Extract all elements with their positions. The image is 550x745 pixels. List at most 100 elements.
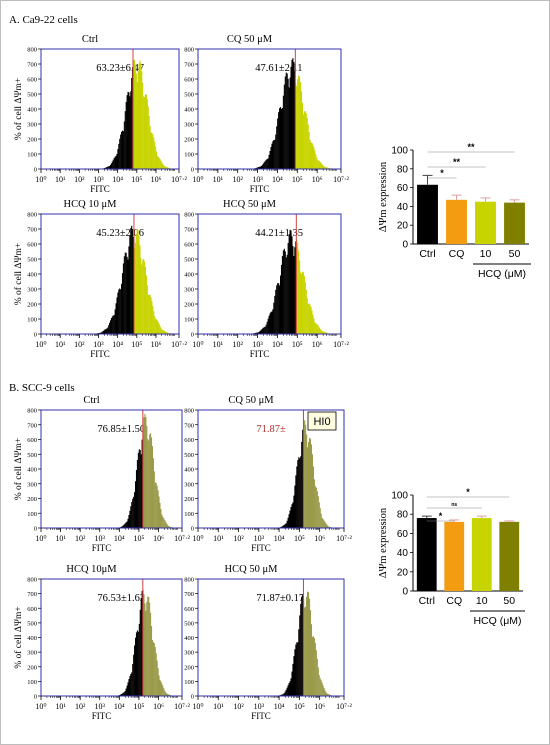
histogram-bar [269,150,271,169]
bar [471,518,492,591]
y-tick-label: 400 [27,107,37,114]
histogram-bar [123,692,125,696]
histogram-bar [300,273,303,334]
hist-title: HCQ 50 μM [225,564,279,575]
y-tick-label: 800 [184,577,194,584]
hist-title: Ctrl [82,34,98,45]
histogram-bar [139,245,141,334]
histogram-bar [126,521,128,528]
histogram-bar [99,332,101,334]
bar-y-tick-label: 20 [397,221,409,232]
histogram-bar [279,275,282,334]
histogram-bar [125,252,127,334]
y-tick-label: 700 [184,227,194,234]
histogram-bar [134,492,136,528]
y-tick-label: 800 [27,408,37,415]
histogram-bar [157,668,159,696]
histogram-bar [109,165,111,169]
histogram-bar [131,672,133,696]
histogram-bar [125,522,127,528]
bar-category-label: Ctrl [419,248,435,260]
histogram-bar [258,332,260,334]
x-tick-label: 10¹ [55,340,66,349]
histogram-bar [306,434,308,528]
y-tick-label: 800 [184,408,194,415]
histogram-bar [283,524,285,528]
histogram-bar [105,167,107,169]
histogram-bar [325,523,327,528]
hist-xlabel: FITC [92,711,112,721]
significance-mark: * [466,487,470,497]
hi0-label: HI0 [313,416,330,428]
histogram-bar [293,255,295,334]
histogram-bar [265,324,267,334]
histogram-bar [138,63,140,170]
histogram-bar [261,328,263,334]
histogram-bar [262,163,264,169]
histogram-bar [282,250,284,334]
histogram-bar [308,598,311,696]
significance-mark: * [439,511,443,521]
y-tick-label: 600 [184,242,194,249]
histogram-bar [167,694,169,696]
bar-y-tick-label: 40 [397,548,409,559]
hist-value-label: 47.61±2.11 [255,63,302,74]
bar-ylabel: ΔΨm expression [378,507,389,578]
hist-xlabel: FITC [250,184,270,194]
histogram-bar [281,107,283,169]
histogram-bar [136,81,138,169]
bar-category-label: Ctrl [419,595,435,607]
x-tick-label: 10⁵ [134,702,145,711]
histogram-bar [320,680,322,696]
histogram-bar [316,157,318,169]
hist-value-label: 76.53±1.62 [97,593,145,604]
y-tick-label: 700 [27,227,37,234]
histogram-bar [119,694,122,696]
histogram-bar [132,498,134,528]
histogram-bar [258,167,260,169]
histogram-bar [120,694,122,696]
histogram-bar [165,692,167,696]
histogram-bar [307,592,310,696]
x-tick-label: 10³ [95,702,106,711]
histogram-bar [141,590,143,696]
histogram-bar [273,302,275,334]
histogram-bar [114,156,116,169]
histogram-bar [294,485,296,528]
x-tick-label: 10³ [254,534,265,543]
histogram-bar [318,502,320,528]
x-tick-label: 10⁰ [192,340,203,349]
bar-y-tick-label: 0 [402,587,408,598]
y-tick-label: 500 [184,257,194,264]
histogram-bar [322,331,324,334]
y-tick-label: 600 [27,437,37,444]
y-tick-label: 700 [184,62,194,69]
histogram-bar [299,76,301,169]
histogram-bar [128,246,130,334]
histogram-bar [153,471,155,528]
histogram-bar [298,457,300,528]
histogram-bar [263,162,265,169]
histogram-bar [323,520,325,528]
histogram-bar [317,496,319,528]
histogram-bar [166,166,168,169]
histogram-bar [137,71,139,169]
histogram-bar [137,452,139,528]
histogram-bar [285,689,287,696]
histogram-bar [123,121,125,169]
histogram-bar [133,60,135,169]
x-tick-label: 10² [75,702,86,711]
hist-xlabel: FITC [251,543,271,553]
histogram-bar [144,96,146,169]
bar [475,201,496,244]
histogram-bar [153,311,155,334]
hist-xlabel: FITC [90,184,110,194]
histogram-bar [279,108,281,169]
histogram-bar [314,150,316,169]
histogram-bar [281,694,283,696]
histogram-bar [276,285,278,334]
section-a-title: A. Ca9-22 cells [9,14,78,26]
histogram-bar [302,114,304,169]
histogram-bar [266,159,268,169]
histogram-bar [276,126,278,169]
